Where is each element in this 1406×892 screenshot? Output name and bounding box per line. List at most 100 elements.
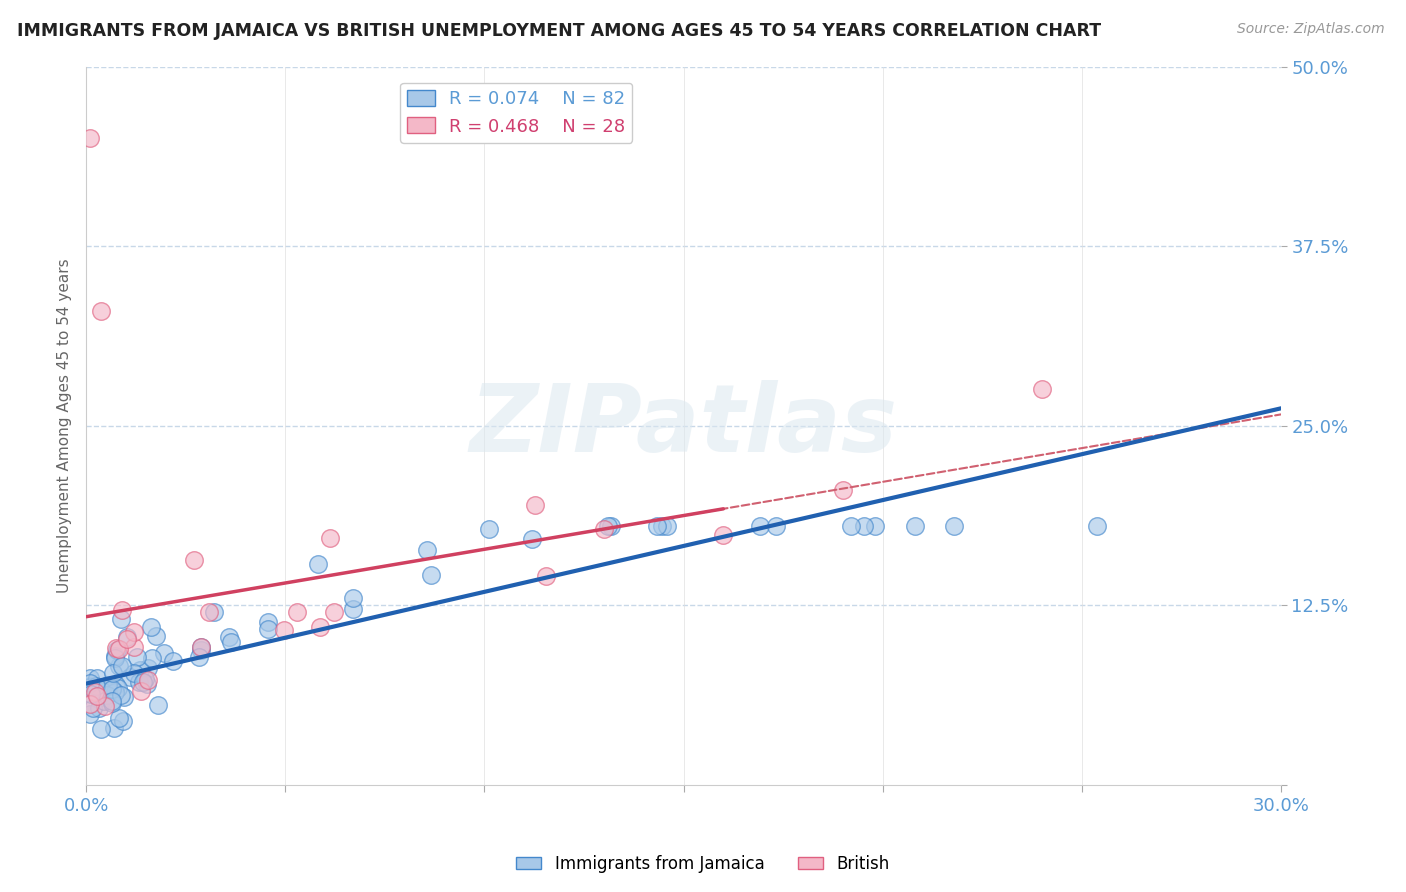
Point xyxy=(97,681,120,695)
Point xyxy=(1085,519,1108,533)
Point xyxy=(319,531,342,545)
Point xyxy=(863,519,886,533)
Point xyxy=(218,630,240,644)
Point xyxy=(84,679,107,693)
Point xyxy=(115,632,138,647)
Point xyxy=(904,519,927,533)
Point xyxy=(600,519,623,533)
Point xyxy=(112,714,135,728)
Point xyxy=(139,620,162,634)
Point xyxy=(128,674,150,689)
Point xyxy=(141,650,163,665)
Point xyxy=(93,694,115,708)
Point xyxy=(86,690,108,704)
Point xyxy=(831,483,853,497)
Point xyxy=(420,568,443,582)
Point xyxy=(105,641,128,656)
Point xyxy=(110,612,132,626)
Point xyxy=(257,623,280,637)
Point xyxy=(83,685,105,699)
Point xyxy=(122,640,145,655)
Point xyxy=(1031,382,1053,396)
Point xyxy=(162,654,184,668)
Y-axis label: Unemployment Among Ages 45 to 54 years: Unemployment Among Ages 45 to 54 years xyxy=(58,259,72,593)
Point xyxy=(132,675,155,690)
Point xyxy=(323,606,346,620)
Point xyxy=(148,698,170,713)
Point xyxy=(79,131,101,145)
Point xyxy=(105,643,128,657)
Point xyxy=(645,519,668,533)
Point xyxy=(309,620,332,634)
Point xyxy=(655,519,678,533)
Point xyxy=(748,519,770,533)
Point xyxy=(105,678,128,692)
Point xyxy=(287,606,309,620)
Point xyxy=(110,658,132,673)
Point xyxy=(593,522,616,536)
Point xyxy=(79,681,101,695)
Point xyxy=(90,723,112,737)
Point xyxy=(107,681,129,695)
Point xyxy=(104,648,127,663)
Point xyxy=(839,519,862,533)
Point xyxy=(104,651,127,665)
Point xyxy=(100,696,122,710)
Point xyxy=(97,678,120,692)
Point xyxy=(86,691,108,706)
Point xyxy=(596,519,619,533)
Point xyxy=(107,642,129,657)
Point xyxy=(190,643,212,657)
Point xyxy=(711,528,734,542)
Point xyxy=(416,542,439,557)
Point xyxy=(101,682,124,697)
Point xyxy=(82,701,104,715)
Point xyxy=(118,670,141,684)
Point xyxy=(153,646,176,660)
Point xyxy=(79,676,101,690)
Point xyxy=(108,658,131,673)
Point xyxy=(97,683,120,698)
Point xyxy=(98,682,121,697)
Point xyxy=(765,519,787,533)
Point xyxy=(127,649,149,664)
Text: ZIPatlas: ZIPatlas xyxy=(470,380,897,472)
Point xyxy=(90,303,112,318)
Point xyxy=(131,683,153,698)
Point xyxy=(523,498,546,512)
Point xyxy=(79,706,101,721)
Point xyxy=(104,685,127,699)
Point xyxy=(478,522,501,536)
Point xyxy=(122,624,145,639)
Point xyxy=(342,602,364,616)
Point xyxy=(183,553,205,567)
Point xyxy=(100,694,122,708)
Point xyxy=(190,640,212,654)
Point xyxy=(190,640,212,655)
Point xyxy=(87,701,110,715)
Point xyxy=(136,661,159,675)
Point xyxy=(115,630,138,644)
Point xyxy=(136,673,159,688)
Point xyxy=(79,680,101,694)
Legend: Immigrants from Jamaica, British: Immigrants from Jamaica, British xyxy=(510,848,896,880)
Point xyxy=(188,649,211,664)
Point xyxy=(111,603,134,617)
Point xyxy=(96,688,118,702)
Point xyxy=(80,687,103,701)
Point xyxy=(134,672,156,686)
Point xyxy=(273,623,295,637)
Point xyxy=(943,519,966,533)
Point xyxy=(307,557,329,571)
Point xyxy=(101,665,124,680)
Point xyxy=(651,519,673,533)
Point xyxy=(86,671,108,685)
Point xyxy=(135,677,157,691)
Point xyxy=(103,721,125,735)
Point xyxy=(122,665,145,680)
Point xyxy=(145,630,167,644)
Point xyxy=(90,684,112,698)
Text: Source: ZipAtlas.com: Source: ZipAtlas.com xyxy=(1237,22,1385,37)
Point xyxy=(534,569,557,583)
Text: IMMIGRANTS FROM JAMAICA VS BRITISH UNEMPLOYMENT AMONG AGES 45 TO 54 YEARS CORREL: IMMIGRANTS FROM JAMAICA VS BRITISH UNEMP… xyxy=(17,22,1101,40)
